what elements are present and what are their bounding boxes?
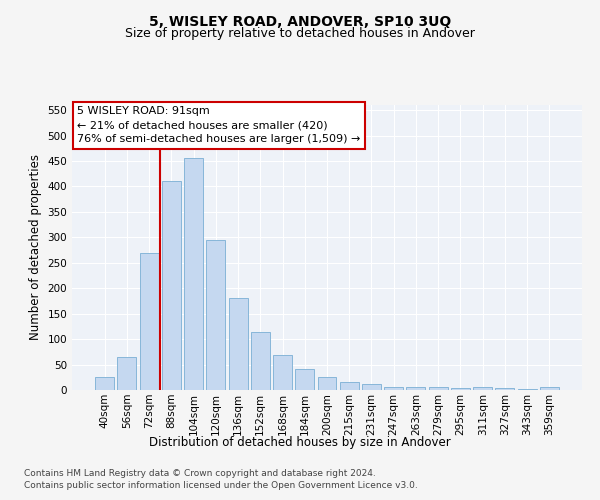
Bar [184, 158, 203, 390]
Bar [118, 357, 136, 390]
Bar [251, 332, 270, 390]
Text: Size of property relative to detached houses in Andover: Size of property relative to detached ho… [125, 28, 475, 40]
Bar [317, 378, 337, 390]
Bar [451, 388, 470, 390]
Bar [540, 388, 559, 390]
Bar [273, 356, 292, 390]
Bar [473, 388, 492, 390]
Bar [384, 387, 403, 390]
Bar [362, 384, 381, 390]
Bar [206, 240, 225, 390]
Bar [95, 378, 114, 390]
Bar [340, 382, 359, 390]
Bar [162, 182, 181, 390]
Bar [429, 388, 448, 390]
Bar [229, 298, 248, 390]
Bar [406, 388, 425, 390]
Text: 5 WISLEY ROAD: 91sqm
← 21% of detached houses are smaller (420)
76% of semi-deta: 5 WISLEY ROAD: 91sqm ← 21% of detached h… [77, 106, 361, 144]
Bar [295, 368, 314, 390]
Y-axis label: Number of detached properties: Number of detached properties [29, 154, 42, 340]
Bar [518, 389, 536, 390]
Text: Distribution of detached houses by size in Andover: Distribution of detached houses by size … [149, 436, 451, 449]
Bar [140, 252, 158, 390]
Bar [496, 388, 514, 390]
Text: 5, WISLEY ROAD, ANDOVER, SP10 3UQ: 5, WISLEY ROAD, ANDOVER, SP10 3UQ [149, 15, 451, 29]
Text: Contains HM Land Registry data © Crown copyright and database right 2024.: Contains HM Land Registry data © Crown c… [24, 468, 376, 477]
Text: Contains public sector information licensed under the Open Government Licence v3: Contains public sector information licen… [24, 481, 418, 490]
